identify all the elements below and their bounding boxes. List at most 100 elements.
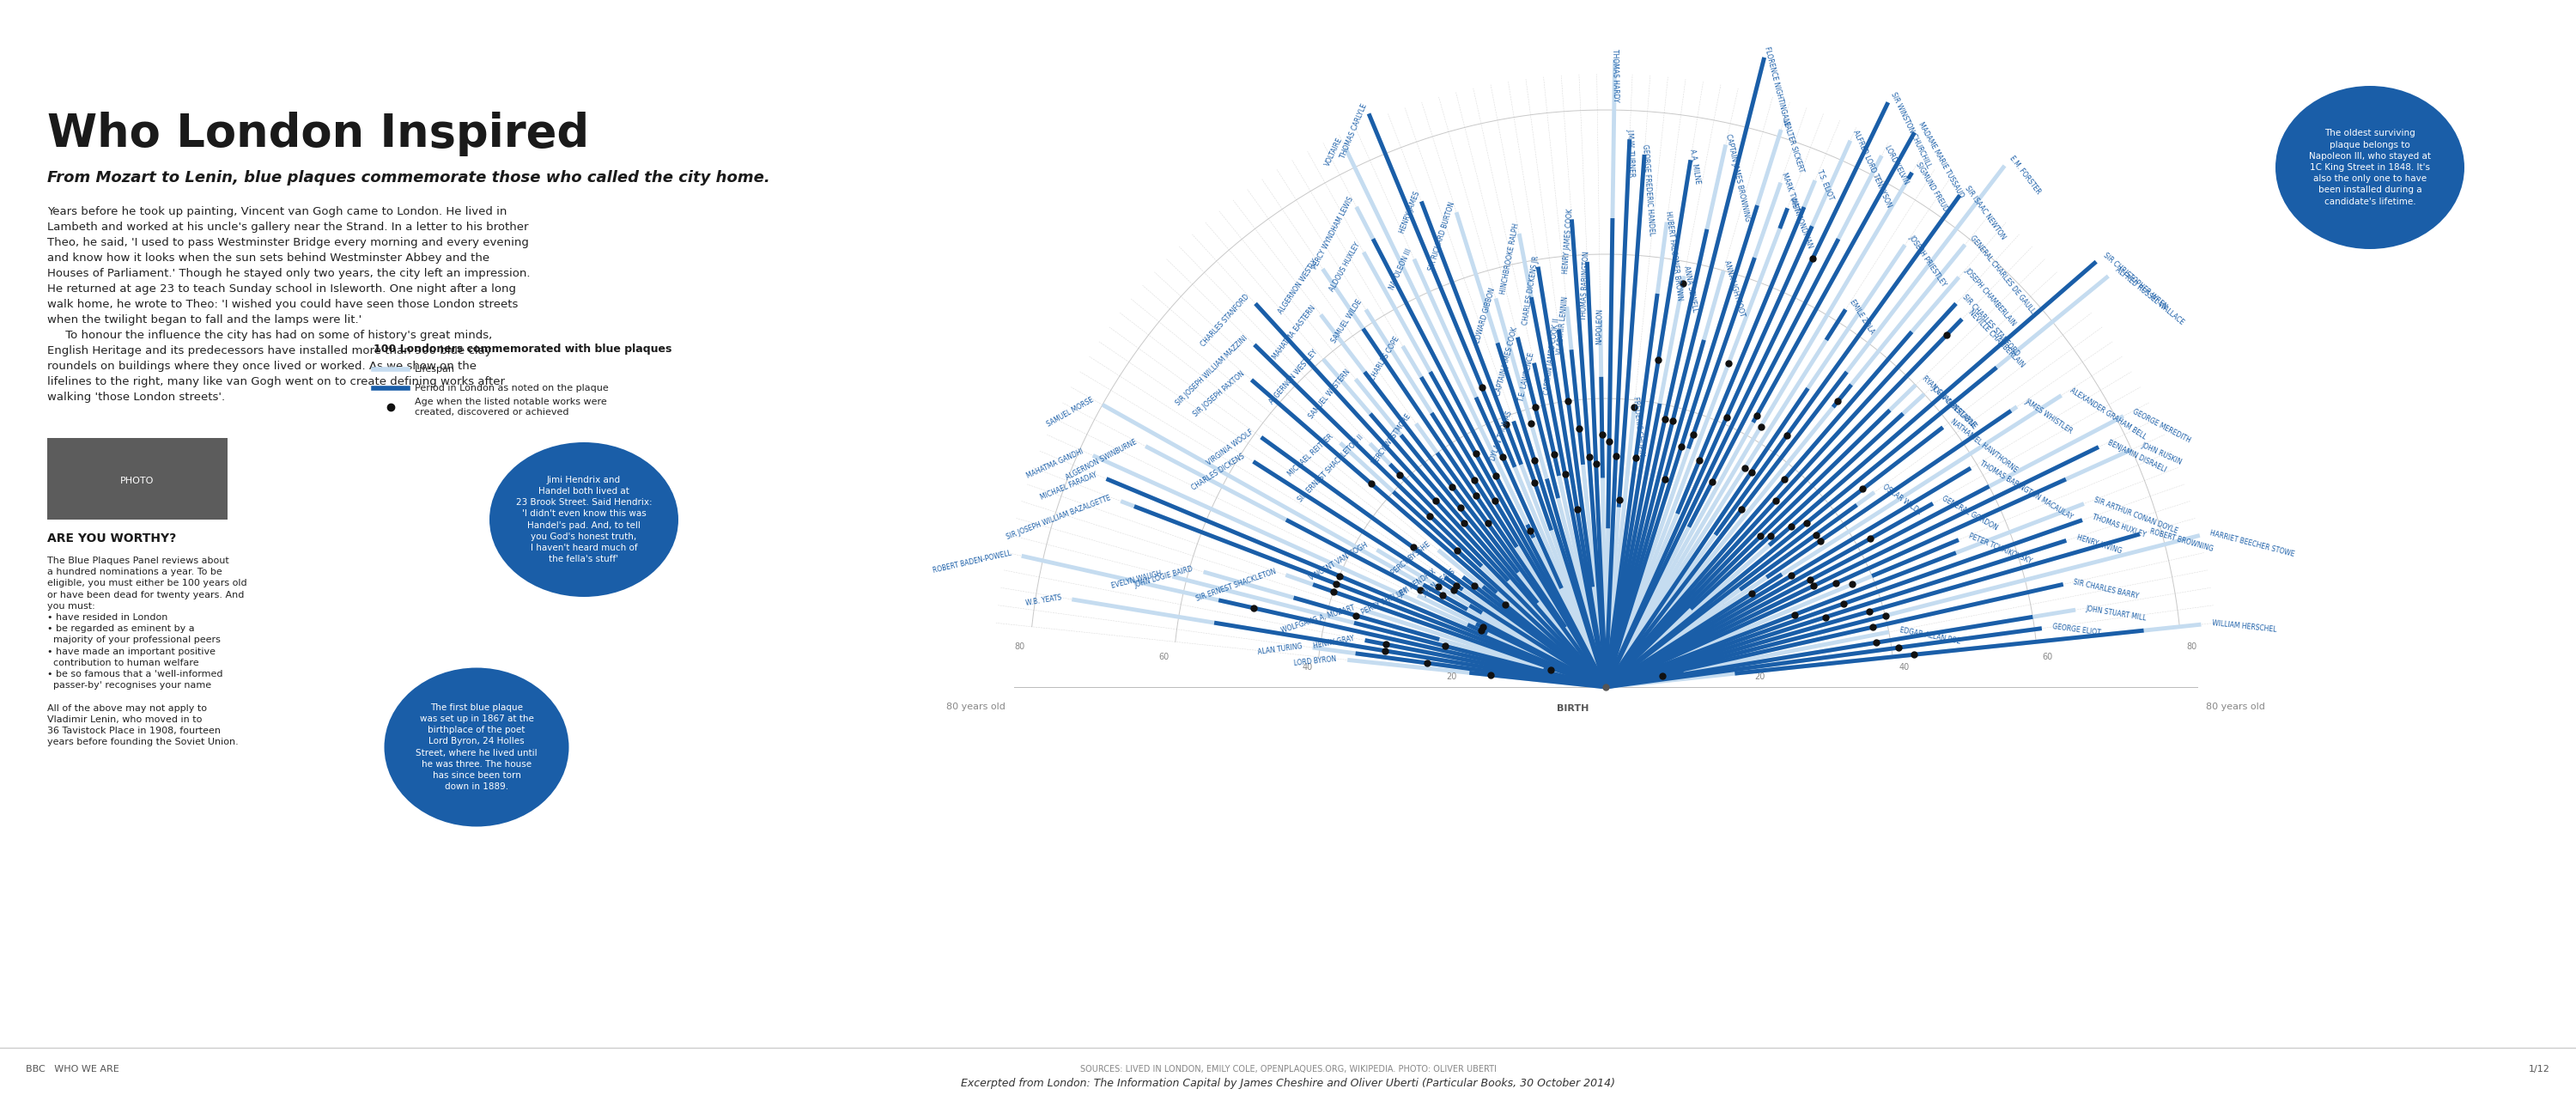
Text: VLADIMIR LENNIN: VLADIMIR LENNIN	[1556, 295, 1569, 355]
Text: 40: 40	[1303, 663, 1314, 672]
Text: BBC   WHO WE ARE: BBC WHO WE ARE	[26, 1065, 118, 1073]
Text: THOMAS BABINGTON MACAULAY: THOMAS BABINGTON MACAULAY	[1978, 459, 2074, 521]
Text: SIGMUND FREUD: SIGMUND FREUD	[1914, 162, 1950, 214]
Text: HUBERT FALCONER BROWN: HUBERT FALCONER BROWN	[1664, 211, 1685, 302]
Text: Who London Inspired: Who London Inspired	[46, 111, 590, 156]
Text: ALGERNON WESTLY: ALGERNON WESTLY	[1278, 258, 1319, 315]
Text: PERCY SHELLEY: PERCY SHELLEY	[1360, 587, 1409, 617]
Text: GEORGE ELIOT: GEORGE ELIOT	[2053, 623, 2102, 637]
Text: Period in London as noted on the plaque: Period in London as noted on the plaque	[415, 384, 608, 392]
Text: EVELYN WAUGH: EVELYN WAUGH	[1110, 570, 1162, 590]
Text: SAMUEL MORSE: SAMUEL MORSE	[1046, 396, 1095, 428]
Text: THOMAS CARLYLE: THOMAS CARLYLE	[1340, 102, 1368, 160]
Text: NAPOLEON: NAPOLEON	[1595, 308, 1605, 345]
Text: WOLFGANG A. MOZART: WOLFGANG A. MOZART	[1280, 603, 1355, 634]
Ellipse shape	[489, 443, 677, 597]
Text: ANNA LIGHTFOOT: ANNA LIGHTFOOT	[1723, 259, 1747, 317]
Text: EDWARD GIBBON: EDWARD GIBBON	[1473, 287, 1497, 344]
Text: 80 years old: 80 years old	[945, 702, 1005, 711]
Text: SIR ERNEST SHACKLETON II: SIR ERNEST SHACKLETON II	[1296, 433, 1365, 503]
Text: GENERAL GORDON: GENERAL GORDON	[1940, 494, 1999, 532]
Text: 60: 60	[2043, 653, 2053, 662]
Text: PERCY BYSSHE: PERCY BYSSHE	[1391, 541, 1432, 577]
Text: RYAN CHAMBERLAYNE: RYAN CHAMBERLAYNE	[1922, 374, 1978, 430]
Text: BIRTH: BIRTH	[1556, 705, 1589, 712]
Text: CAPTAIN JAMES COOK II: CAPTAIN JAMES COOK II	[1543, 318, 1561, 395]
Text: ALDOUS HUXLEY: ALDOUS HUXLEY	[1329, 241, 1363, 293]
Text: SIR CHARLES STANFORD: SIR CHARLES STANFORD	[1960, 293, 2020, 358]
Text: MICHAEL REITTER: MICHAEL REITTER	[1285, 433, 1334, 478]
Text: SIR ERNEST SHACKLETON: SIR ERNEST SHACKLETON	[1195, 568, 1278, 603]
Text: JOSEPH PRIESTLEY: JOSEPH PRIESTLEY	[1909, 233, 1947, 288]
Ellipse shape	[2275, 86, 2465, 249]
Text: JOHN CONSTABLE: JOHN CONSTABLE	[1929, 384, 1978, 428]
Text: 80: 80	[2187, 643, 2197, 651]
Text: JOSEPH CHAMBERLAIN: JOSEPH CHAMBERLAIN	[1963, 266, 2017, 327]
Text: MICHAEL FARADAY: MICHAEL FARADAY	[1038, 471, 1097, 502]
Text: 60: 60	[1159, 653, 1170, 662]
Text: GENERAL CHARLES DE GAULLE: GENERAL CHARLES DE GAULLE	[1968, 233, 2040, 318]
Text: NATHANIEL HAWTHORNE: NATHANIEL HAWTHORNE	[1950, 417, 2020, 473]
Text: PETER TCHAIKOVSKY: PETER TCHAIKOVSKY	[1968, 532, 2032, 566]
Text: Excerpted from London: The Information Capital by James Cheshire and Oliver Uber: Excerpted from London: The Information C…	[961, 1078, 1615, 1089]
Text: HARRIET BEECHER STOWE: HARRIET BEECHER STOWE	[2210, 528, 2295, 558]
Text: JOHN STUART MILL: JOHN STUART MILL	[2087, 604, 2148, 622]
Text: ALFRED LORD TENNYSON: ALFRED LORD TENNYSON	[1852, 129, 1893, 209]
Text: From Mozart to Lenin, blue plaques commemorate those who called the city home.: From Mozart to Lenin, blue plaques comme…	[46, 170, 770, 185]
Text: OSCAR WILDE: OSCAR WILDE	[1880, 483, 1922, 516]
Text: SIR JOSEPH WILLIAM MAZZINI: SIR JOSEPH WILLIAM MAZZINI	[1175, 335, 1249, 407]
Text: THOMAS BABINGTON: THOMAS BABINGTON	[1579, 251, 1589, 320]
Text: HENRY JAMES COOK: HENRY JAMES COOK	[1561, 208, 1574, 274]
Text: JOHN LOGIE BAIRD: JOHN LOGIE BAIRD	[1133, 565, 1195, 589]
Text: HENRY GRAY: HENRY GRAY	[1314, 634, 1355, 650]
Text: THOMAS HUXLEY: THOMAS HUXLEY	[2092, 513, 2146, 538]
Text: SIR RICHARD BURTON: SIR RICHARD BURTON	[1427, 200, 1458, 272]
Text: The oldest surviving
plaque belongs to
Napoleon III, who stayed at
1C King Stree: The oldest surviving plaque belongs to N…	[2308, 129, 2432, 206]
Text: Years before he took up painting, Vincent van Gogh came to London. He lived in
L: Years before he took up painting, Vincen…	[46, 206, 531, 403]
Text: THOMAS HARDY: THOMAS HARDY	[1610, 48, 1620, 101]
Text: ALGERNON SWINBURNE: ALGERNON SWINBURNE	[1064, 438, 1139, 481]
Text: GEORGE MEREDITH: GEORGE MEREDITH	[2130, 407, 2192, 445]
Text: WILLIAM HERSCHEL: WILLIAM HERSCHEL	[2210, 620, 2277, 634]
Text: HENRY IRVING: HENRY IRVING	[2076, 534, 2123, 555]
Text: WALTER SICKERT: WALTER SICKERT	[1780, 118, 1806, 173]
Text: 80 years old: 80 years old	[2205, 702, 2264, 711]
Text: PERCY WYNDHAM LEWIS: PERCY WYNDHAM LEWIS	[1311, 196, 1355, 271]
Text: SIR JOSEPH PAXTON: SIR JOSEPH PAXTON	[1193, 370, 1247, 418]
Text: A.A. MILNE: A.A. MILNE	[1687, 149, 1703, 185]
Text: SAMUEL WESTERN: SAMUEL WESTERN	[1306, 368, 1352, 421]
Text: 80: 80	[1015, 643, 1025, 651]
Text: J.M.W. TURNER: J.M.W. TURNER	[1625, 129, 1636, 177]
Text: CHARLES COPE: CHARLES COPE	[1368, 335, 1401, 382]
Text: HENRY JAMES: HENRY JAMES	[1399, 190, 1422, 235]
Text: CAPTAIN JAMES BROWNING: CAPTAIN JAMES BROWNING	[1723, 133, 1752, 222]
Text: Age when the listed notable works were
created, discovered or achieved: Age when the listed notable works were c…	[415, 397, 608, 416]
Text: DYLAN THOMAS: DYLAN THOMAS	[1489, 410, 1515, 461]
Text: HINCHBROOKE RALPH: HINCHBROOKE RALPH	[1499, 222, 1520, 295]
Text: W.B. YEATS: W.B. YEATS	[1025, 593, 1061, 608]
Text: PERCY WESTMORE: PERCY WESTMORE	[1370, 413, 1412, 467]
Text: SOURCES: LIVED IN LONDON, EMILY COLE, OPENPLAQUES.ORG, WIKIPEDIA. PHOTO: OLIVER : SOURCES: LIVED IN LONDON, EMILY COLE, OP…	[1079, 1065, 1497, 1073]
Text: 20: 20	[1445, 673, 1455, 682]
Text: FLORENCE NIGHTINGALE: FLORENCE NIGHTINGALE	[1762, 46, 1790, 127]
Text: BENJAMIN DISRAELI: BENJAMIN DISRAELI	[2107, 439, 2166, 473]
Text: FREDERIC CHOPIN: FREDERIC CHOPIN	[1631, 396, 1646, 457]
Text: T.E. LAWRENCE: T.E. LAWRENCE	[1517, 351, 1535, 402]
Text: ROBERT BROWNING: ROBERT BROWNING	[2148, 527, 2215, 553]
Text: ARE YOU WORTHY?: ARE YOU WORTHY?	[46, 533, 175, 545]
Bar	[46, 438, 227, 520]
Text: GEORGE FREDERIC HANDEL: GEORGE FREDERIC HANDEL	[1641, 143, 1656, 236]
Text: ALGERNON WESTLEY: ALGERNON WESTLEY	[1267, 348, 1319, 406]
Text: ALEXANDER GRAHAM BELL: ALEXANDER GRAHAM BELL	[2069, 386, 2148, 440]
Text: MAHATMA GANDHI: MAHATMA GANDHI	[1025, 447, 1084, 480]
Text: 100 Londoners commemorated with blue plaques: 100 Londoners commemorated with blue pla…	[374, 344, 672, 355]
Text: VIRGINIA WOOLF: VIRGINIA WOOLF	[1206, 428, 1255, 467]
Text: NEVILLE CHAMBERLAIN: NEVILLE CHAMBERLAIN	[1965, 308, 2025, 369]
Text: VINCENT VAN GOGH: VINCENT VAN GOGH	[1309, 541, 1370, 581]
Text: JAMES WHISTLER: JAMES WHISTLER	[2025, 397, 2074, 435]
Text: LORD BYRON: LORD BYRON	[1293, 655, 1337, 667]
Text: SIR ISAAC NEWTON: SIR ISAAC NEWTON	[1963, 184, 2007, 241]
Text: The Blue Plaques Panel reviews about
a hundred nominations a year. To be
eligibl: The Blue Plaques Panel reviews about a h…	[46, 556, 247, 746]
Text: E.M. FORSTER: E.M. FORSTER	[2009, 155, 2043, 196]
Text: SIR CHARLES BARRY: SIR CHARLES BARRY	[2074, 578, 2141, 600]
